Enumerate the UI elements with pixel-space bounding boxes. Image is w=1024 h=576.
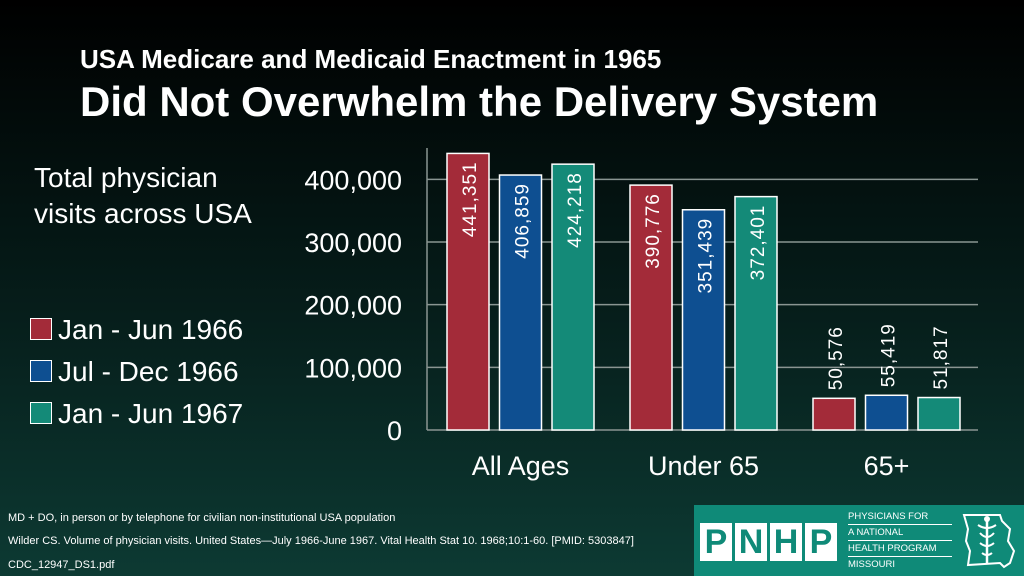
data-label-2-3: 372,401 <box>748 205 769 281</box>
data-label-2-1: 390,776 <box>643 193 664 269</box>
legend-item-1: Jan - Jun 1966 <box>30 312 243 354</box>
bar-1-1 <box>446 152 490 431</box>
legend-item-3: Jan - Jun 1967 <box>30 396 243 438</box>
logo-letter-2: N <box>735 523 767 561</box>
data-label-3-3: 51,817 <box>931 325 952 389</box>
bar-2-3 <box>734 195 778 431</box>
legend-label-3: Jan - Jun 1967 <box>58 398 244 429</box>
title-line-1: USA Medicare and Medicaid Enactment in 1… <box>80 44 662 74</box>
logo-letter-3: H <box>770 523 802 561</box>
legend-label-1: Jan - Jun 1966 <box>58 314 244 345</box>
data-label-2-2: 351,439 <box>696 218 717 294</box>
y-tick-label-1: 100,000 <box>304 353 402 383</box>
legend-item-2: Jul - Dec 1966 <box>30 354 243 396</box>
data-label-1-1: 441,351 <box>460 161 481 237</box>
footnote-3: CDC_12947_DS1.pdf <box>8 559 115 571</box>
caduceus-missouri-icon <box>962 514 1016 569</box>
y-tick-label-0: 0 <box>387 416 402 446</box>
bar-1-3 <box>551 163 595 431</box>
footnote-2: Wilder CS. Volume of physician visits. U… <box>8 535 634 547</box>
chart-description: Total physician visits across USA <box>34 162 252 229</box>
x-category-label-3: 65+ <box>864 451 910 481</box>
bar-1-2 <box>498 174 543 431</box>
legend-label-2: Jul - Dec 1966 <box>58 356 239 387</box>
bar-chart: 0 100,000 200,000 300,000 400,000 441,351 406,… <box>304 148 978 481</box>
chart-legend: Jan - Jun 1966 Jul - Dec 1966 Jan - Jun … <box>30 312 243 438</box>
logo-letter-1: P <box>700 523 732 561</box>
y-tick-label-2: 200,000 <box>304 291 402 321</box>
data-label-3-1: 50,576 <box>826 326 847 390</box>
title-line-2: Did Not Overwhelm the Delivery System <box>80 78 879 125</box>
bar-3-1 <box>812 397 856 431</box>
legend-swatch-2 <box>30 360 52 382</box>
logo-text-line-4: MISSOURI <box>848 559 895 570</box>
bar-3-2 <box>864 394 909 431</box>
legend-swatch-3 <box>30 402 52 424</box>
logo-text-line-3: HEALTH PROGRAM <box>848 541 952 557</box>
y-tick-label-3: 300,000 <box>304 228 402 258</box>
data-label-3-2: 55,419 <box>879 323 900 387</box>
logo-text: PHYSICIANS FOR A NATIONAL HEALTH PROGRAM… <box>848 509 952 572</box>
logo-text-line-1: PHYSICIANS FOR <box>848 509 952 525</box>
y-tick-label-4: 400,000 <box>304 165 402 195</box>
footnote-1: MD + DO, in person or by telephone for c… <box>8 512 396 524</box>
legend-swatch-1 <box>30 318 52 340</box>
x-category-label-2: Under 65 <box>648 451 759 481</box>
bar-2-2 <box>681 209 726 431</box>
bar-3-3 <box>917 396 961 431</box>
bar-2-1 <box>629 184 673 431</box>
data-label-1-3: 424,218 <box>565 172 586 248</box>
data-label-1-2: 406,859 <box>513 183 534 259</box>
x-category-label-1: All Ages <box>472 451 570 481</box>
logo-letter-4: P <box>805 523 837 561</box>
logo-text-line-2: A NATIONAL <box>848 525 952 541</box>
